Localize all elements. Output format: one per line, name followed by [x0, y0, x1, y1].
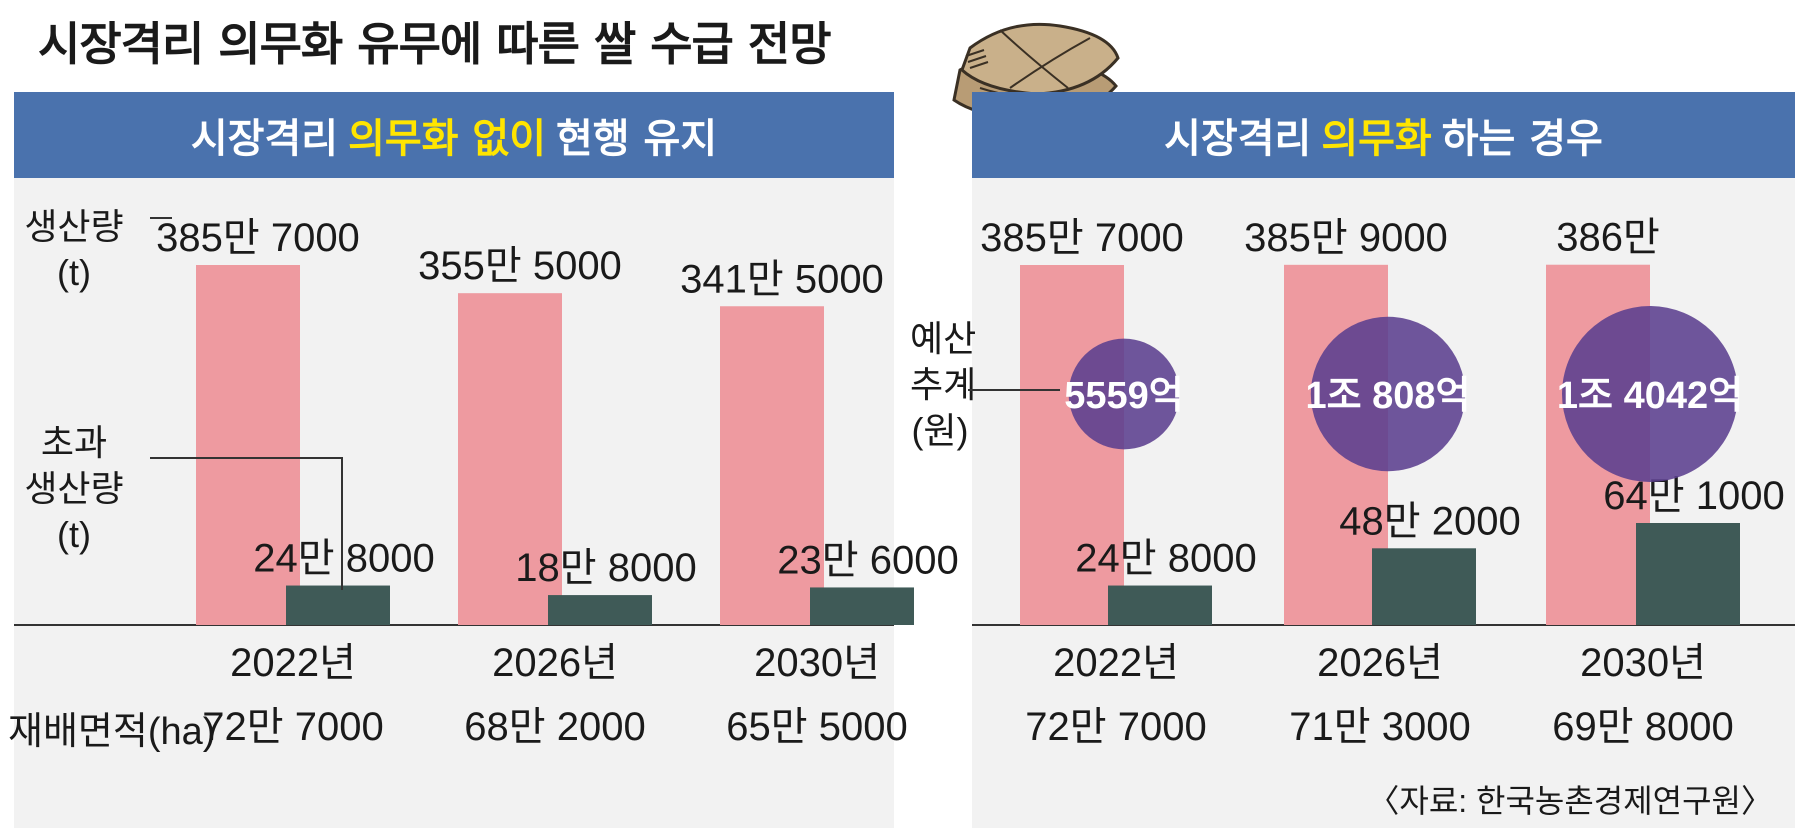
budget-circle-2 — [1562, 306, 1738, 482]
excess-axis-label: 초과 생산량 (t) — [4, 420, 144, 558]
chart-title: 시장격리 의무화 유무에 따른 쌀 수급 전망 — [38, 17, 832, 71]
left-production-bar-0 — [196, 265, 300, 625]
right-production-label-0: 385만 7000 — [980, 216, 1184, 260]
left-header-post: 현행 유지 — [556, 116, 718, 162]
left-production-label-1: 355만 5000 — [418, 244, 622, 288]
right-excess-bar-2 — [1636, 523, 1740, 625]
production-label-text: 생산량 — [24, 206, 124, 247]
left-production-bar-2 — [720, 306, 824, 625]
source-note: 〈자료: 한국농촌경제연구원〉 — [1367, 783, 1773, 819]
area-row-label: 재배면적(ha) — [8, 711, 216, 753]
excess-label-unit: (t) — [57, 514, 91, 555]
production-axis-label: 생산량 (t) — [4, 204, 144, 296]
left-excess-label-0: 24만 8000 — [253, 537, 434, 581]
left-excess-bar-2 — [810, 587, 914, 625]
right-production-label-2: 386만 — [1556, 216, 1660, 260]
right-area-label-2: 69만 8000 — [1552, 705, 1733, 749]
left-excess-label-2: 23만 6000 — [777, 538, 958, 582]
right-excess-label-0: 24만 8000 — [1075, 537, 1256, 581]
right-area-label-0: 72만 7000 — [1025, 705, 1206, 749]
budget-circle-1 — [1310, 316, 1466, 472]
budget-label-text-2: 추계 — [910, 364, 977, 405]
left-category-label-2: 2030년 — [754, 641, 880, 685]
left-area-label-0: 72만 7000 — [202, 705, 383, 749]
left-production-label-0: 385만 7000 — [156, 216, 360, 260]
left-excess-bar-0 — [286, 585, 390, 625]
right-excess-bar-1 — [1372, 548, 1476, 625]
right-production-label-1: 385만 9000 — [1244, 216, 1448, 260]
right-category-label-2: 2030년 — [1580, 641, 1706, 685]
left-panel-header: 시장격리 의무화 없이 현행 유지 — [14, 92, 894, 178]
budget-label-unit: (원) — [911, 410, 969, 451]
left-header-highlight: 의무화 없이 — [348, 116, 546, 162]
right-header-highlight: 의무화 — [1321, 116, 1432, 162]
right-excess-label-2: 64만 1000 — [1603, 474, 1784, 518]
left-category-label-0: 2022년 — [230, 641, 356, 685]
left-production-bar-1 — [458, 293, 562, 625]
right-category-label-0: 2022년 — [1053, 641, 1179, 685]
left-header-pre: 시장격리 — [190, 116, 339, 162]
right-category-label-1: 2026년 — [1317, 641, 1443, 685]
excess-label-text-1: 초과 — [40, 422, 108, 463]
right-excess-bar-0 — [1108, 585, 1212, 625]
right-header-pre: 시장격리 — [1164, 116, 1312, 162]
budget-label-2: 1조 4042억 — [1557, 375, 1743, 417]
budget-label-text-1: 예산 — [910, 318, 977, 359]
production-label-unit: (t) — [57, 252, 91, 293]
left-area-label-2: 65만 5000 — [726, 705, 907, 749]
budget-axis-label: 예산 추계 (원) — [910, 316, 977, 454]
left-production-label-2: 341만 5000 — [680, 257, 884, 301]
budget-label-0: 5559억 — [1064, 375, 1184, 417]
right-excess-label-1: 48만 2000 — [1339, 499, 1520, 543]
budget-label-1: 1조 808억 — [1305, 375, 1470, 417]
right-panel-header: 시장격리 의무화 하는 경우 — [972, 92, 1795, 178]
excess-leader-line — [150, 457, 343, 590]
left-excess-bar-1 — [548, 595, 652, 625]
right-header-post: 하는 경우 — [1441, 116, 1603, 162]
right-area-label-1: 71만 3000 — [1289, 705, 1470, 749]
left-category-label-1: 2026년 — [492, 641, 618, 685]
left-excess-label-1: 18만 8000 — [515, 546, 696, 590]
left-area-label-1: 68만 2000 — [464, 705, 645, 749]
excess-label-text-2: 생산량 — [24, 468, 124, 509]
budget-circle-0 — [1068, 338, 1180, 450]
